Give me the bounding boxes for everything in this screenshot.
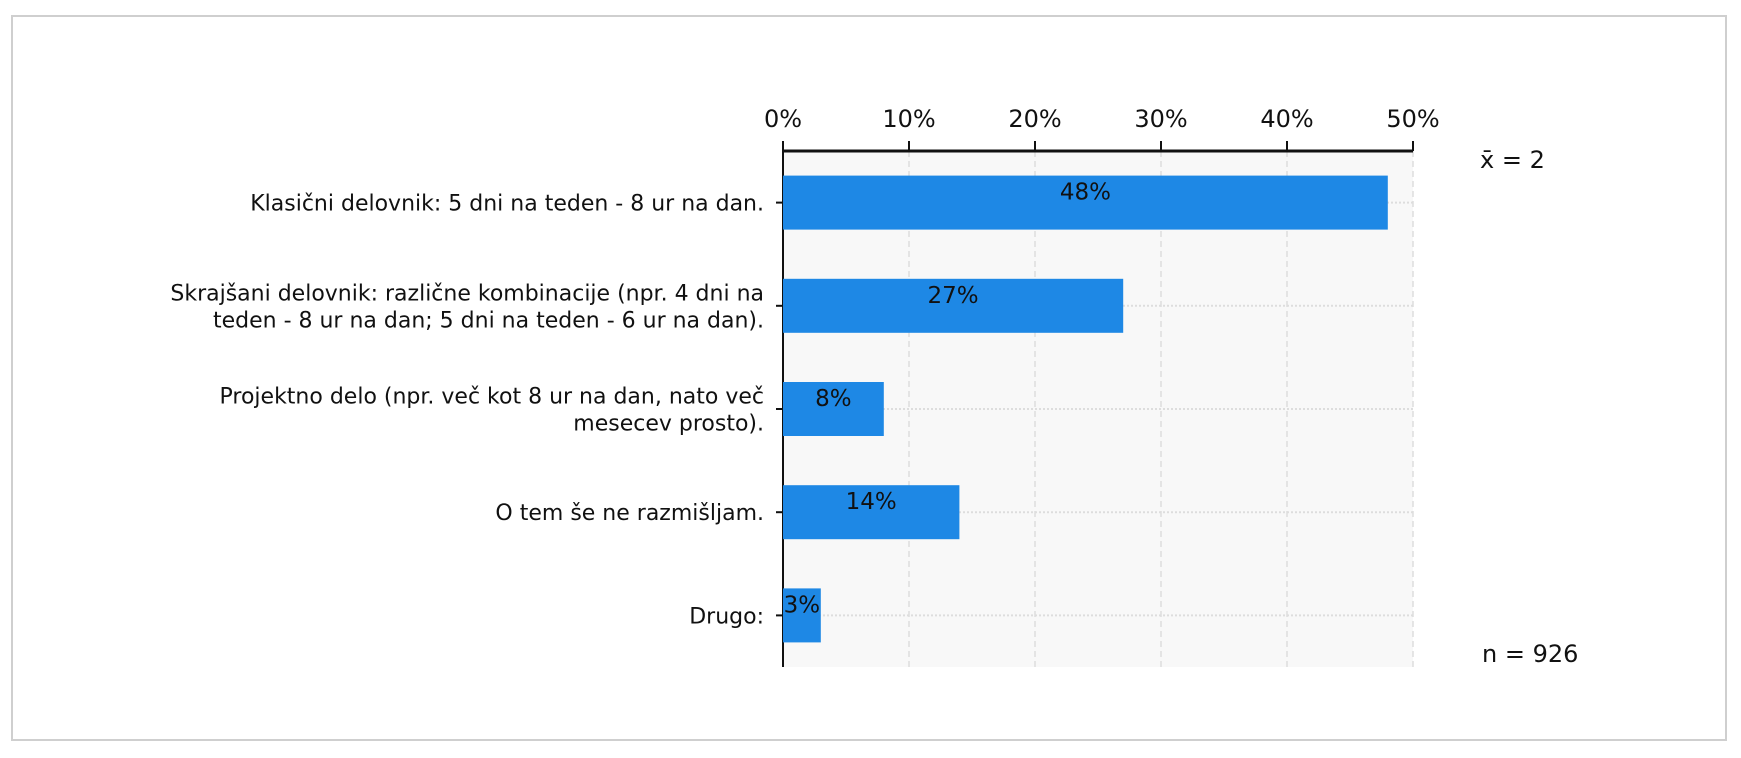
bar [783, 588, 821, 643]
x-tick-label: 30% [1134, 105, 1187, 133]
mean-label: x̄ = 2 [1480, 146, 1545, 174]
category-label: Drugo: [689, 604, 764, 629]
bar [783, 278, 1124, 333]
bar-value-label: 48% [1060, 180, 1111, 206]
bar [783, 382, 884, 436]
x-tick-label: 40% [1260, 105, 1313, 133]
bar-value-label: 14% [846, 489, 897, 515]
category-label: Skrajšani delovnik: različne kombinacije… [170, 281, 764, 306]
bar-value-label: 3% [784, 592, 821, 618]
category-label: Projektno delo (npr. več kot 8 ur na dan… [220, 385, 764, 410]
category-label: Klasični delovnik: 5 dni na teden - 8 ur… [250, 192, 764, 217]
category-label: mesecev prosto). [573, 412, 764, 437]
bar-value-label: 27% [928, 283, 979, 309]
x-tick-label: 20% [1008, 105, 1061, 133]
category-label: O tem še ne razmišljam. [495, 501, 764, 526]
bar [783, 485, 960, 540]
x-tick-label: 0% [764, 105, 802, 133]
category-label: teden - 8 ur na dan; 5 dni na teden - 6 … [213, 308, 764, 333]
sample-size-label: n = 926 [1482, 640, 1578, 668]
x-tick-label: 10% [882, 105, 935, 133]
x-tick-label: 50% [1386, 105, 1439, 133]
bar [783, 175, 1388, 230]
bar-value-label: 8% [815, 386, 852, 412]
